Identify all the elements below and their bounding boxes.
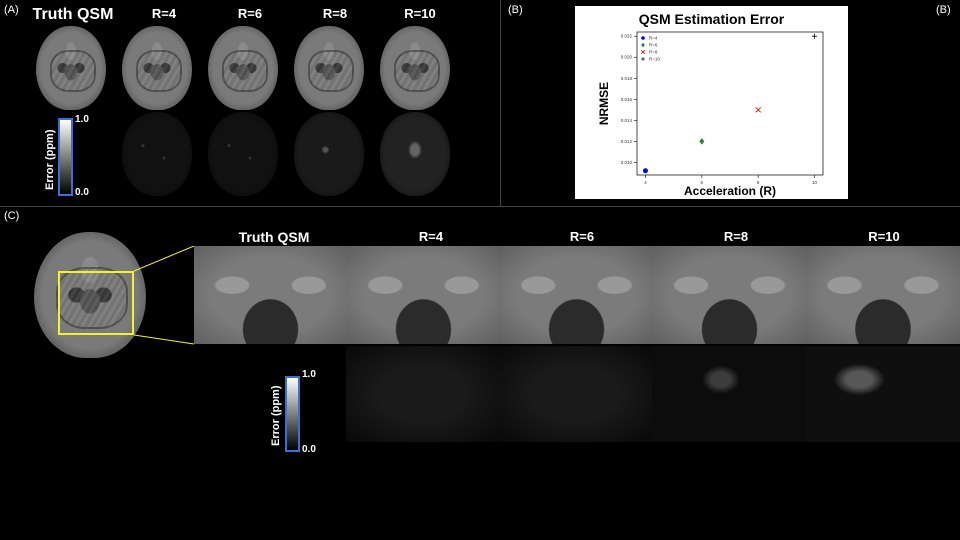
y-tick-label-6: 0.022 — [621, 34, 633, 39]
colorbar-a-max: 1.0 — [75, 114, 89, 125]
legend-marker-1 — [641, 42, 645, 48]
divider-horizontal — [0, 206, 960, 207]
plot-area-frame — [636, 31, 824, 176]
brain-image-r8 — [294, 26, 364, 110]
colorbar-a — [58, 118, 73, 196]
zoomed-image-r6 — [500, 246, 653, 344]
panel-c-title-truth: Truth QSM — [238, 229, 310, 245]
legend-marker-2 — [640, 49, 646, 55]
legend-label-1: R=6 — [649, 43, 658, 48]
legend-label-0: R=4 — [649, 36, 658, 41]
panel-c-title-r10: R=10 — [868, 229, 900, 244]
panel-c-title-r4: R=4 — [418, 229, 444, 244]
y-tick-label-5: 0.020 — [621, 55, 633, 60]
legend-label-3: R=10 — [649, 57, 660, 62]
brain-image-r6 — [208, 26, 278, 110]
zoomed-error-strip — [346, 346, 960, 442]
error-map-r4 — [122, 112, 192, 196]
zoomed-error-r10 — [805, 346, 960, 442]
panel-label-b-right: (B) — [936, 4, 951, 16]
error-map-r6 — [208, 112, 278, 196]
scatter-chart: QSM Estimation Error 4 6 8 10 0.010 0.012 0.014… — [597, 11, 824, 198]
x-tick-label-0: 4 — [644, 180, 647, 185]
divider-vertical — [500, 0, 501, 206]
data-point-r10 — [812, 33, 818, 39]
chart-container: QSM Estimation Error 4 6 8 10 0.010 0.012 0.014… — [575, 6, 848, 199]
zoomed-image-truth — [194, 246, 347, 344]
zoomed-error-r8 — [652, 346, 805, 442]
zoomed-image-r8 — [653, 246, 806, 344]
legend-marker-0 — [641, 36, 645, 40]
panel-a-title-r4: R=4 — [151, 6, 177, 21]
zoomed-error-r6 — [499, 346, 652, 442]
y-tick-label-4: 0.018 — [621, 76, 633, 81]
brain-image-truth — [36, 26, 106, 110]
y-tick-label-3: 0.016 — [621, 97, 633, 102]
colorbar-c-label: Error (ppm) — [270, 385, 282, 447]
colorbar-c-min: 0.0 — [302, 444, 316, 455]
panel-c-title-r8: R=8 — [723, 229, 749, 244]
panel-a-title-r8: R=8 — [322, 6, 348, 21]
data-point-r8 — [755, 107, 761, 113]
colorbar-c-max: 1.0 — [302, 369, 316, 380]
x-tick-label-2: 8 — [757, 180, 760, 185]
legend-label-2: R=8 — [649, 50, 658, 55]
panel-label-a: (A) — [4, 4, 19, 16]
y-axis-title: NRMSE — [597, 82, 611, 125]
zoom-highlight-box — [58, 271, 134, 335]
data-point-r6 — [699, 138, 705, 145]
zoomed-image-r10 — [806, 246, 960, 344]
y-tick-label-0: 0.010 — [621, 160, 633, 165]
panel-label-c: (C) — [4, 210, 20, 222]
panel-a-title-r10: R=10 — [404, 6, 436, 21]
panel-a-title-r6: R=6 — [237, 6, 263, 21]
x-tick-label-3: 10 — [812, 180, 818, 185]
x-tick-label-1: 6 — [701, 180, 704, 185]
brain-image-overview — [34, 232, 146, 358]
error-map-r10 — [380, 112, 450, 196]
y-tick-label-2: 0.014 — [621, 118, 633, 123]
panel-c-title-r6: R=6 — [569, 229, 595, 244]
zoom-connector-top — [134, 246, 195, 272]
panel-label-b: (B) — [508, 4, 523, 16]
zoomed-error-r4 — [346, 346, 499, 442]
panel-a-title-truth: Truth QSM — [32, 6, 114, 23]
brain-image-r4 — [122, 26, 192, 110]
zoom-connector-bottom — [134, 334, 195, 345]
zoom-connector-lines — [134, 246, 195, 345]
data-point-r4 — [642, 168, 648, 174]
y-tick-label-1: 0.012 — [621, 139, 633, 144]
colorbar-a-label: Error (ppm) — [44, 129, 56, 191]
x-axis-title: Acceleration (R) — [684, 184, 776, 198]
zoomed-image-r4 — [347, 246, 500, 344]
zoomed-image-strip — [194, 246, 960, 344]
error-map-r8 — [294, 112, 364, 196]
chart-title: QSM Estimation Error — [639, 11, 785, 27]
colorbar-a-min: 0.0 — [75, 187, 89, 198]
colorbar-c — [285, 376, 300, 452]
legend-marker-3 — [641, 57, 645, 61]
brain-image-r10 — [380, 26, 450, 110]
